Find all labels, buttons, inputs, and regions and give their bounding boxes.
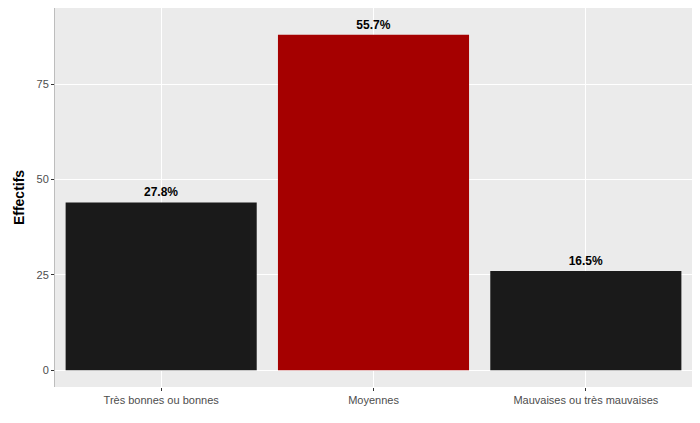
svg-text:55.7%: 55.7% [356,18,390,32]
svg-text:25: 25 [37,269,49,281]
svg-text:0: 0 [43,364,49,376]
svg-text:75: 75 [37,78,49,90]
svg-text:27.8%: 27.8% [144,185,178,199]
svg-text:Très bonnes ou bonnes: Très bonnes ou bonnes [104,394,220,406]
svg-text:16.5%: 16.5% [569,254,603,268]
svg-text:50: 50 [37,173,49,185]
svg-text:Mauvaises ou très mauvaises: Mauvaises ou très mauvaises [513,394,658,406]
svg-text:Moyennes: Moyennes [348,394,399,406]
svg-text:Effectifs: Effectifs [11,170,27,225]
